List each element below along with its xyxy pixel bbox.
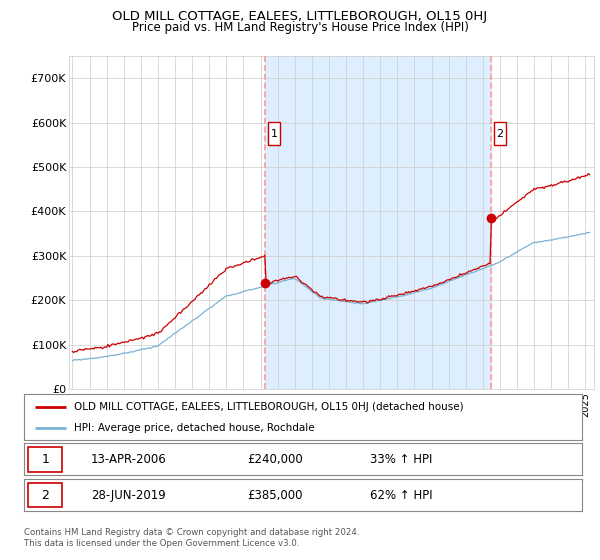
FancyBboxPatch shape	[494, 122, 506, 146]
Text: 2: 2	[41, 488, 49, 502]
Text: 1: 1	[41, 452, 49, 466]
Text: 62% ↑ HPI: 62% ↑ HPI	[370, 488, 433, 502]
Text: Price paid vs. HM Land Registry's House Price Index (HPI): Price paid vs. HM Land Registry's House …	[131, 21, 469, 34]
Text: Contains HM Land Registry data © Crown copyright and database right 2024.
This d: Contains HM Land Registry data © Crown c…	[24, 528, 359, 548]
Text: 1: 1	[271, 129, 277, 139]
FancyBboxPatch shape	[28, 447, 62, 472]
Text: 33% ↑ HPI: 33% ↑ HPI	[370, 452, 433, 466]
Text: £385,000: £385,000	[247, 488, 303, 502]
Text: 2: 2	[496, 129, 503, 139]
Text: 13-APR-2006: 13-APR-2006	[91, 452, 167, 466]
Text: £240,000: £240,000	[247, 452, 303, 466]
FancyBboxPatch shape	[268, 122, 280, 146]
Text: HPI: Average price, detached house, Rochdale: HPI: Average price, detached house, Roch…	[74, 423, 315, 433]
Text: OLD MILL COTTAGE, EALEES, LITTLEBOROUGH, OL15 0HJ: OLD MILL COTTAGE, EALEES, LITTLEBOROUGH,…	[112, 10, 488, 23]
Text: 28-JUN-2019: 28-JUN-2019	[91, 488, 166, 502]
Bar	[265, 56, 491, 389]
FancyBboxPatch shape	[28, 483, 62, 507]
Text: OLD MILL COTTAGE, EALEES, LITTLEBOROUGH, OL15 0HJ (detached house): OLD MILL COTTAGE, EALEES, LITTLEBOROUGH,…	[74, 402, 464, 412]
